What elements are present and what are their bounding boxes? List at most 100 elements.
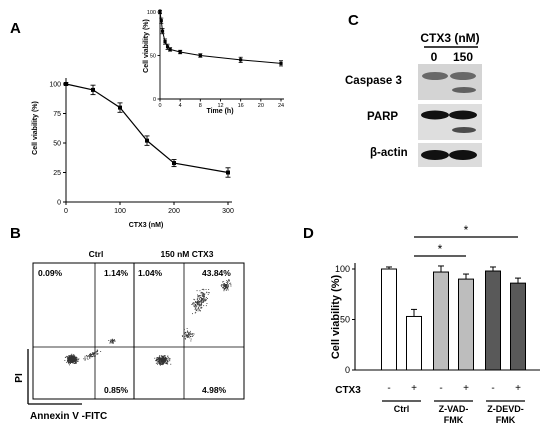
flow-dot (113, 340, 115, 342)
flow-dot (92, 353, 94, 355)
flow-dot (108, 340, 110, 341)
flow-title-ctrl: Ctrl (89, 249, 104, 259)
flow-dot (159, 357, 161, 359)
flow-dot (162, 363, 164, 364)
flow-dot (195, 306, 197, 308)
flow-dot (111, 339, 113, 341)
flow-dot (95, 352, 97, 354)
flow-dot (72, 361, 74, 363)
flow-dot (220, 285, 222, 286)
flow-dot (84, 357, 86, 359)
blot-row-caspase3: Caspase 3 (345, 75, 402, 87)
flow-dot (195, 303, 197, 305)
flow-dot (205, 299, 206, 301)
flow-dot (163, 359, 165, 361)
flow-dot (185, 333, 187, 335)
flow-dot (68, 361, 69, 363)
flow-dot (192, 303, 194, 305)
flow-dot (167, 355, 169, 357)
flow-dot (206, 297, 207, 299)
flow-dot (198, 295, 200, 297)
flow-dot (97, 350, 99, 351)
flow-dot (112, 340, 114, 342)
flow-dots-ctx3 (154, 279, 232, 366)
d-group-label: FMK (496, 415, 516, 425)
flow-dot (159, 359, 161, 361)
flow-dot (195, 305, 196, 306)
flow-dot (203, 299, 205, 301)
flow-dot (198, 307, 199, 309)
flow-dot (69, 358, 71, 359)
flow-dot (221, 284, 223, 285)
flow-dot (160, 361, 161, 363)
flow-dot (187, 330, 188, 332)
flow-dot (112, 341, 113, 342)
a-data-point (172, 161, 176, 166)
flow-dot (158, 360, 160, 362)
flow-dot (227, 287, 229, 289)
flow-dot (69, 355, 70, 357)
flow-dot (69, 355, 71, 356)
flow-dot (68, 358, 70, 360)
flow-dot (67, 359, 69, 361)
flow-dot (225, 284, 227, 286)
panel-a-inset-ylabel: Cell viability (%) (143, 19, 150, 73)
flow-dot (162, 358, 164, 360)
flow-dot (196, 302, 197, 304)
flow-dot (96, 350, 98, 352)
flow-dot (202, 295, 204, 297)
flow-dot (195, 308, 197, 309)
d-ytick-label: 50 (340, 315, 350, 325)
flow-dot (161, 356, 163, 358)
flow-dot (227, 281, 229, 282)
flow-dot (114, 339, 115, 341)
flow-dot (158, 359, 160, 361)
flow-dot (164, 360, 166, 362)
flow-dot (193, 333, 195, 335)
flow-dot (199, 301, 201, 303)
flow-dot (201, 300, 202, 302)
flow-dot (204, 297, 206, 299)
flow-dot (190, 336, 191, 337)
flow-dot (168, 359, 170, 361)
flow-dot (90, 356, 92, 358)
flow-dot (75, 356, 77, 358)
flow-dot (163, 362, 165, 364)
flow-dot (165, 358, 167, 360)
flow-dot (112, 339, 114, 341)
flow-dot (227, 281, 229, 283)
flow-dot (68, 355, 70, 357)
flow-dot (202, 288, 204, 290)
flow-dot (230, 282, 232, 284)
flow-dot (164, 358, 166, 360)
flow-dot (203, 294, 205, 296)
flow-dot (71, 356, 72, 357)
flow-axes: PI Annexin V -FITC (14, 349, 107, 422)
flow-dot (167, 357, 169, 358)
flow-dot (228, 280, 230, 282)
flow-dot (159, 364, 161, 366)
d-ctx3-sign: + (463, 383, 469, 394)
flow-dot (230, 285, 232, 287)
flow-dot (159, 355, 160, 357)
flow-dot (187, 334, 189, 335)
flow-dot (160, 360, 162, 362)
flow-dot (227, 285, 229, 287)
flow-dot (163, 361, 165, 362)
flow-dot (92, 355, 94, 357)
flow-dot (84, 359, 86, 360)
a-inset-data-point (165, 45, 170, 49)
flow-dot (73, 357, 75, 359)
flow-dot (160, 364, 162, 365)
flow-dot (89, 356, 91, 358)
flow-dot (71, 357, 73, 359)
d-bar (485, 270, 501, 371)
flow-dot (185, 334, 187, 336)
flow-dot (93, 354, 94, 356)
flow-dot (203, 294, 205, 296)
flow-dot (199, 298, 200, 300)
flow-dot (195, 304, 197, 306)
flow-dot (183, 329, 185, 330)
flow-dot (224, 288, 226, 289)
flow-dot (70, 354, 72, 356)
